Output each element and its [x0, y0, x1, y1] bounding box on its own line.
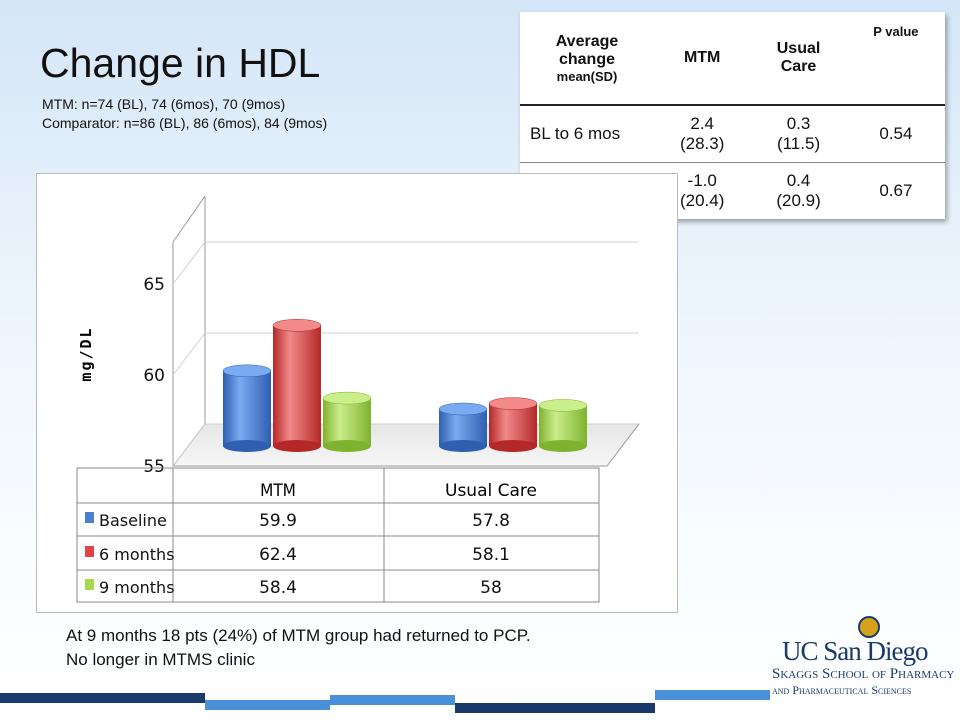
- stats-cell-mean: 0.3: [786, 114, 811, 133]
- stats-header-average-line3: mean(SD): [556, 68, 618, 84]
- bar: [322, 391, 372, 452]
- stats-header-average-line1: Average: [555, 32, 619, 50]
- data-label: 58: [480, 578, 502, 598]
- bar-top: [322, 391, 372, 405]
- bar-base: [323, 440, 371, 452]
- bottom-bar: [455, 703, 655, 713]
- legend-label: Baseline: [99, 511, 167, 530]
- bar-body: [273, 325, 321, 446]
- stats-cell-sd: (20.9): [776, 191, 821, 210]
- stats-header-p-value: P value: [846, 12, 945, 106]
- legend-label: 9 months: [99, 578, 175, 597]
- footer-note-line2: No longer in MTMS clinic: [66, 650, 255, 669]
- stats-cell-usual-care: 0.4 (20.9): [750, 163, 846, 220]
- footer-note-line1: At 9 months 18 pts (24%) of MTM group ha…: [66, 626, 531, 645]
- logo-school-line1: Skaggs School of Pharmacy: [772, 666, 955, 682]
- stats-header-mtm: MTM: [654, 12, 751, 106]
- stats-cell-p: 0.67: [879, 181, 913, 200]
- bar: [272, 319, 322, 452]
- legend-swatch: [85, 546, 94, 557]
- footer-note: At 9 months 18 pts (24%) of MTM group ha…: [66, 624, 531, 672]
- chart-panel: 55 60 65 mg/DL MTM Usual Care Baseline 59.9…: [36, 173, 678, 613]
- y-tick-label: 55: [143, 457, 165, 477]
- data-label: 58.4: [259, 578, 297, 598]
- bar-base: [539, 440, 587, 452]
- stats-cell-mtm: -1.0 (20.4): [654, 163, 750, 220]
- gridline-side: [172, 332, 206, 376]
- logo-name: UC San Diego: [782, 636, 928, 666]
- stats-cell-mean: 0.4: [786, 171, 811, 190]
- bar-body: [539, 405, 587, 446]
- bottom-bar: [330, 695, 455, 705]
- legend-label: 6 months: [99, 545, 175, 564]
- ucsd-logo: UC San Diego Skaggs School of Pharmacy a…: [770, 612, 955, 697]
- table-row: BL to 6 mos 2.4 (28.3) 0.3 (11.5) 0.54: [520, 105, 945, 163]
- data-label: 62.4: [259, 545, 297, 565]
- legend-swatch: [85, 579, 94, 590]
- stats-cell-sd: (20.4): [679, 191, 725, 210]
- bar: [488, 397, 538, 452]
- gridline-side: [172, 241, 206, 285]
- data-table-category-usual-care: Usual Care: [445, 481, 537, 501]
- stats-table: Average change mean(SD) MTM Usual Care P…: [520, 12, 945, 219]
- stats-cell-mean: 2.4: [690, 114, 714, 133]
- bar-body: [323, 398, 371, 446]
- bar-base: [223, 440, 271, 452]
- data-table-category-mtm: MTM: [260, 481, 296, 501]
- bar-base: [489, 440, 537, 452]
- data-label: 59.9: [259, 511, 297, 531]
- bar-base: [439, 440, 487, 452]
- legend-swatch: [85, 512, 94, 523]
- bar-body: [489, 403, 537, 446]
- chart-data-table: MTM Usual Care Baseline 59.9 57.8 6 months 6…: [76, 467, 600, 603]
- y-tick-label: 60: [143, 366, 165, 386]
- seal-icon: [858, 616, 880, 638]
- stats-header-average-line2: change: [558, 50, 615, 68]
- bar-top: [222, 364, 272, 378]
- stats-row-label: BL to 6 mos: [520, 105, 654, 163]
- stats-header-usual-care: Usual Care: [750, 12, 847, 106]
- bar-body: [223, 370, 271, 446]
- bar: [222, 364, 272, 452]
- data-table-frame: [76, 467, 600, 603]
- bottom-bar: [655, 690, 770, 700]
- data-label: 57.8: [472, 511, 510, 531]
- bar: [438, 402, 488, 452]
- stats-cell-mean: -1.0: [687, 171, 717, 190]
- bar-top: [538, 399, 588, 412]
- data-label: 58.1: [472, 545, 510, 565]
- bar-base: [273, 440, 321, 452]
- stats-cell-p: 0.54: [846, 105, 945, 163]
- stats-cell-usual-care: 0.3 (11.5): [750, 105, 847, 163]
- stats-header-average: Average change mean(SD): [520, 12, 654, 106]
- bar-top: [488, 397, 538, 410]
- bar-chart: 55 60 65 mg/DL MTM Usual Care Baseline 59.9…: [76, 195, 641, 603]
- y-tick-label: 65: [143, 275, 165, 295]
- stats-header-usual-line1: Usual: [776, 40, 821, 57]
- bar-top: [438, 402, 488, 416]
- bottom-bar: [0, 693, 205, 703]
- bottom-bar: [205, 700, 330, 710]
- bar: [538, 399, 588, 452]
- stats-cell-sd: (11.5): [776, 134, 821, 153]
- y-axis-label: mg/DL: [77, 326, 95, 381]
- stats-cell-mtm: 2.4 (28.3): [654, 105, 751, 163]
- logo-school-line2: and Pharmaceutical Sciences: [772, 683, 912, 697]
- gridline-side: [172, 423, 206, 467]
- stats-cell-sd: (28.3): [679, 134, 725, 153]
- slide-title: Change in HDL: [40, 40, 321, 86]
- subtitle-comparator-n: Comparator: n=86 (BL), 86 (6mos), 84 (9m…: [42, 115, 328, 131]
- subtitle-mtm-n: MTM: n=74 (BL), 74 (6mos), 70 (9mos): [42, 96, 286, 112]
- bar-top: [272, 319, 322, 332]
- stats-header-usual-line2: Care: [780, 58, 817, 75]
- wall-edge: [172, 195, 206, 243]
